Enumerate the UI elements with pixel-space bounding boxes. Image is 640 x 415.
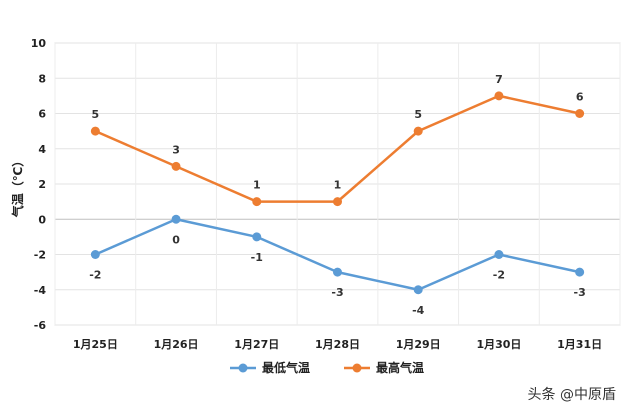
- series-max-temp: 5 3 1 1 5 7 6: [90, 73, 585, 207]
- x-tick-label: 1月28日: [315, 338, 360, 351]
- data-point: [575, 109, 585, 118]
- series-layer: -2 0 -1 -3 -4 -2 -3 5 3 1 1 5 7 6: [89, 73, 586, 317]
- x-tick-label: 1月31日: [557, 338, 602, 351]
- data-label: -1: [251, 251, 263, 264]
- x-tick-label: 1月27日: [234, 338, 279, 351]
- x-tick-label: 1月29日: [396, 338, 441, 351]
- y-tick-label: 4: [38, 143, 46, 156]
- legend-marker: [352, 363, 362, 373]
- y-tick-label: -4: [34, 284, 47, 297]
- data-label: 1: [253, 179, 261, 192]
- data-point: [90, 250, 100, 259]
- y-tick-label: 2: [38, 178, 46, 191]
- data-label: 1: [334, 179, 342, 192]
- watermark-text: 头条 @中原盾: [528, 386, 616, 403]
- data-point: [252, 197, 262, 207]
- data-point: [413, 126, 423, 136]
- x-tick-label: 1月25日: [73, 338, 118, 351]
- y-tick-label: 6: [38, 108, 46, 121]
- data-label: 3: [172, 143, 180, 156]
- data-point: [494, 91, 504, 101]
- legend-label: 最低气温: [262, 360, 310, 375]
- data-point: [252, 232, 262, 242]
- legend-label: 最高气温: [376, 360, 424, 375]
- y-tick-label: 8: [38, 72, 46, 85]
- y-tick-label: 10: [31, 37, 47, 50]
- data-label: 0: [172, 233, 180, 246]
- data-point: [575, 267, 585, 277]
- y-tick-label: -6: [34, 319, 47, 332]
- data-label: -2: [493, 269, 505, 282]
- data-point: [333, 267, 342, 277]
- data-label: -2: [89, 269, 101, 282]
- watermark: 头条 @中原盾: [528, 386, 616, 403]
- data-point: [494, 250, 504, 259]
- data-label: 6: [576, 91, 584, 104]
- legend-item: 最高气温: [344, 360, 424, 375]
- data-label: -4: [412, 304, 425, 317]
- x-axis-tick-labels: 1月25日 1月26日 1月27日 1月28日 1月29日 1月30日 1月31日: [73, 338, 602, 351]
- data-point: [171, 214, 181, 224]
- data-point: [171, 161, 181, 171]
- y-axis-title: 气温（℃）: [10, 155, 25, 219]
- data-label: 5: [414, 108, 422, 121]
- series-min-temp: -2 0 -1 -3 -4 -2 -3: [89, 214, 586, 317]
- data-point: [413, 285, 423, 295]
- data-label: -3: [574, 286, 586, 299]
- legend-item: 最低气温: [230, 360, 310, 375]
- data-point: [90, 126, 100, 136]
- legend-marker: [238, 363, 248, 373]
- x-tick-label: 1月26日: [154, 338, 199, 351]
- y-axis-tick-labels: 10 8 6 4 2 0 -2 -4 -6: [31, 37, 47, 332]
- legend: 最低气温 最高气温: [230, 360, 424, 375]
- y-tick-label: -2: [34, 249, 46, 262]
- data-label: -3: [331, 286, 343, 299]
- data-point: [333, 197, 342, 207]
- data-label: 5: [92, 108, 100, 121]
- x-tick-label: 1月30日: [476, 338, 521, 351]
- y-tick-label: 0: [38, 213, 46, 226]
- data-label: 7: [495, 73, 503, 86]
- gridlines: [54, 42, 621, 326]
